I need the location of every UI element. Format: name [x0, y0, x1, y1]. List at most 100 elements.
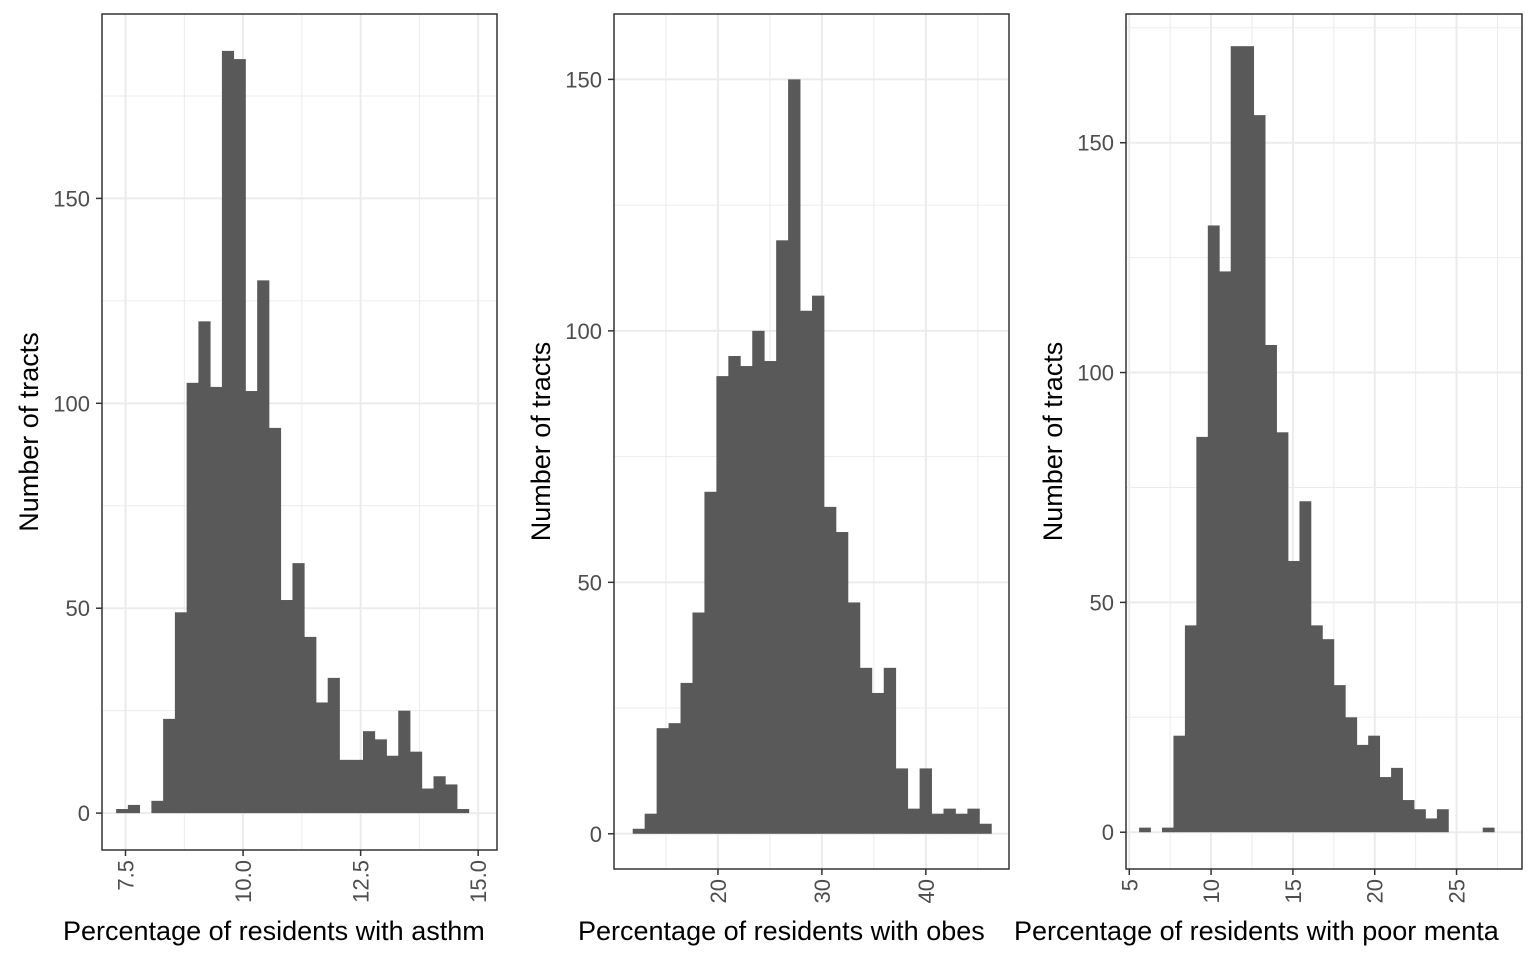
poor-mental-health-histogram-bar [1265, 344, 1277, 833]
obesity-histogram-bar [895, 768, 909, 834]
asthma-x-axis-title: Percentage of residents with asthm [63, 916, 485, 946]
asthma-histogram-bar [151, 800, 164, 814]
asthma-bars [116, 50, 470, 814]
asthma-histogram-bar [457, 809, 470, 814]
asthma-x-tick-label: 7.5 [114, 860, 139, 891]
asthma-histogram-bar [127, 804, 141, 814]
asthma-histogram-bar [221, 50, 235, 814]
obesity-histogram-bar [692, 612, 705, 834]
asthma-histogram-bar [245, 391, 258, 814]
obesity-histogram-bar [764, 361, 777, 834]
poor-mental-health-histogram-bar [1425, 818, 1438, 833]
poor-mental-health-histogram-bar [1402, 800, 1415, 833]
obesity-x-tick-label: 20 [706, 879, 731, 903]
poor-mental-health-histogram-bar [1322, 639, 1335, 833]
obesity-histogram-bar [788, 79, 801, 834]
obesity-histogram-bar [644, 813, 658, 834]
poor-mental-health-histogram-bar [1196, 436, 1209, 833]
asthma-histogram-bar [362, 731, 376, 814]
obesity-histogram-bar [668, 723, 681, 834]
poor-mental-health-x-tick-label: 10 [1199, 879, 1224, 903]
poor-mental-health-histogram-bar [1173, 735, 1186, 833]
asthma-histogram-bar [374, 739, 387, 814]
obesity-histogram-bar [943, 808, 956, 834]
obesity-histogram-bar [859, 667, 873, 834]
asthma-histogram-bar [351, 759, 364, 814]
asthma-x-tick-label: 15.0 [466, 860, 491, 903]
obesity-histogram-panel: 0 50 100 150 20 30 40 Number of tracts Percentag… [526, 13, 1010, 946]
asthma-y-tick-label: 100 [53, 391, 90, 416]
obesity-histogram-bar [656, 728, 669, 834]
obesity-histogram-bar [680, 682, 693, 834]
asthma-histogram-bar [421, 788, 434, 814]
poor-mental-health-histogram-bar [1276, 432, 1289, 833]
asthma-histogram-bar [327, 677, 340, 814]
asthma-histogram-bar [198, 321, 211, 814]
asthma-y-tick-label: 50 [66, 596, 90, 621]
poor-mental-health-histogram-bar [1230, 46, 1243, 833]
asthma-histogram-bar [386, 755, 399, 814]
asthma-histogram-bar [339, 759, 352, 814]
asthma-histogram-bar [116, 809, 129, 814]
obesity-histogram-bar [871, 692, 885, 834]
asthma-histogram-bar [398, 710, 411, 814]
poor-mental-health-histogram-bar [1391, 767, 1403, 833]
obesity-histogram-bar [931, 813, 944, 834]
poor-mental-health-y-axis-title: Number of tracts [1038, 342, 1068, 542]
poor-mental-health-histogram-bar [1242, 46, 1255, 833]
obesity-x-tick-label: 30 [810, 879, 835, 903]
poor-mental-health-histogram-bar [1345, 717, 1358, 833]
obesity-histogram-bar [979, 823, 992, 834]
poor-mental-health-histogram-bar [1299, 501, 1312, 833]
asthma-histogram-bar [433, 776, 446, 814]
obesity-histogram-bar [907, 808, 920, 834]
obesity-x-tick-label: 40 [914, 879, 939, 903]
asthma-y-axis-title: Number of tracts [14, 332, 44, 532]
asthma-histogram-bar [186, 382, 199, 814]
poor-mental-health-y-tick-label: 0 [1102, 820, 1114, 845]
obesity-histogram-bar [835, 532, 849, 834]
asthma-x-tick-label: 10.0 [231, 860, 256, 903]
obesity-y-tick-label: 50 [578, 570, 602, 595]
asthma-histogram-bar [233, 59, 246, 814]
obesity-y-axis-title: Number of tracts [526, 342, 556, 542]
obesity-histogram-bar [967, 808, 980, 834]
obesity-histogram-bar [883, 667, 897, 834]
poor-mental-health-histogram-bar [1310, 625, 1323, 833]
asthma-histogram-bar [257, 280, 270, 814]
poor-mental-health-histogram-bar [1219, 271, 1232, 833]
poor-mental-health-bars [1139, 46, 1495, 833]
obesity-y-tick-label: 100 [565, 319, 602, 344]
obesity-histogram-bar [632, 828, 646, 834]
obesity-histogram-bar [823, 506, 837, 834]
obesity-histogram-bar [752, 330, 765, 834]
poor-mental-health-y-tick-label: 150 [1077, 131, 1114, 156]
poor-mental-health-histogram-bar [1436, 809, 1449, 833]
poor-mental-health-histogram-bar [1253, 115, 1266, 833]
obesity-panel-border [613, 13, 1010, 870]
poor-mental-health-histogram-bar [1333, 685, 1346, 833]
poor-mental-health-histogram-bar [1482, 827, 1495, 833]
poor-mental-health-y-tick-label: 50 [1090, 590, 1114, 615]
obesity-histogram-bar [955, 813, 968, 834]
poor-mental-health-x-axis-title: Percentage of residents with poor menta [1014, 916, 1500, 946]
asthma-histogram-bar [445, 784, 458, 814]
obesity-histogram-bar [776, 240, 789, 834]
asthma-histogram-bar [304, 636, 317, 814]
asthma-histogram-panel: 0 50 100 150 7.5 10.0 12.5 15.0 Number of tracts… [14, 13, 498, 946]
poor-mental-health-x-tick-label: 5 [1117, 879, 1142, 891]
obesity-y-tick-label: 150 [565, 67, 602, 92]
poor-mental-health-x-tick-label: 25 [1445, 879, 1470, 903]
poor-mental-health-panel-border [1125, 13, 1523, 870]
obesity-histogram-bar [800, 310, 813, 834]
asthma-histogram-bar [292, 563, 305, 814]
asthma-y-tick-label: 150 [53, 186, 90, 211]
asthma-histogram-bar [315, 702, 329, 814]
obesity-histogram-bar [704, 491, 717, 834]
obesity-histogram-bar [716, 376, 729, 834]
poor-mental-health-histogram-bar [1207, 225, 1220, 833]
asthma-histogram-bar [268, 427, 282, 814]
obesity-histogram-bar [740, 366, 753, 834]
poor-mental-health-histogram-bar [1184, 625, 1197, 833]
